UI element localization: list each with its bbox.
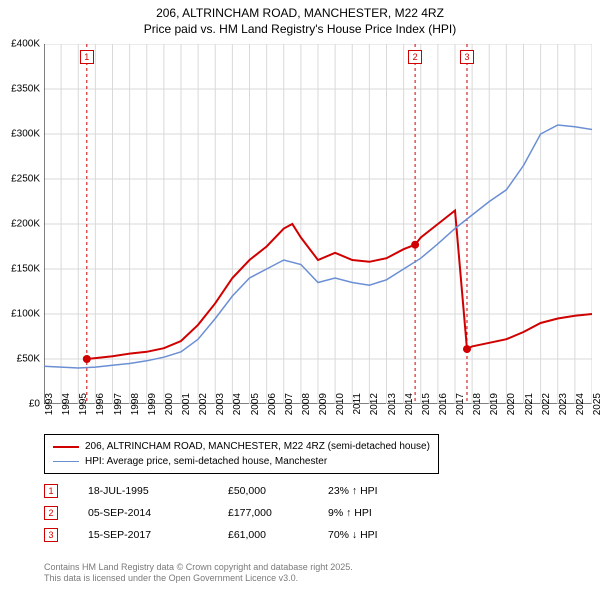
x-axis-label: 2007 bbox=[284, 393, 295, 423]
series-property bbox=[87, 211, 592, 360]
marker-delta: 23% ↑ HPI bbox=[328, 485, 448, 497]
chart-marker-box: 1 bbox=[80, 50, 94, 64]
x-axis-label: 2009 bbox=[318, 393, 329, 423]
x-axis-label: 2015 bbox=[421, 393, 432, 423]
marker-price: £177,000 bbox=[228, 507, 328, 519]
x-axis-label: 2016 bbox=[438, 393, 449, 423]
y-axis-label: £150K bbox=[4, 264, 40, 275]
y-axis-label: £200K bbox=[4, 219, 40, 230]
y-axis-label: £350K bbox=[4, 84, 40, 95]
data-point-marker bbox=[411, 241, 419, 249]
x-axis-label: 2003 bbox=[215, 393, 226, 423]
x-axis-label: 2010 bbox=[335, 393, 346, 423]
x-axis-label: 2001 bbox=[181, 393, 192, 423]
x-axis-label: 2024 bbox=[575, 393, 586, 423]
marker-table-row: 3 15-SEP-2017£61,00070% ↓ HPI bbox=[44, 524, 448, 546]
marker-date: 18-JUL-1995 bbox=[88, 485, 228, 497]
marker-id-box: 2 bbox=[44, 506, 58, 520]
marker-id-box: 1 bbox=[44, 484, 58, 498]
legend-label: HPI: Average price, semi-detached house,… bbox=[85, 454, 327, 469]
x-axis-label: 2006 bbox=[267, 393, 278, 423]
x-axis-label: 2014 bbox=[404, 393, 415, 423]
x-axis-label: 2025 bbox=[592, 393, 600, 423]
x-axis-label: 2012 bbox=[369, 393, 380, 423]
marker-table-row: 1 18-JUL-1995£50,00023% ↑ HPI bbox=[44, 480, 448, 502]
y-axis-label: £400K bbox=[4, 39, 40, 50]
chart-svg bbox=[44, 44, 592, 404]
legend-label: 206, ALTRINCHAM ROAD, MANCHESTER, M22 4R… bbox=[85, 439, 430, 454]
chart-title-line1: 206, ALTRINCHAM ROAD, MANCHESTER, M22 4R… bbox=[0, 6, 600, 22]
marker-table: 1 18-JUL-1995£50,00023% ↑ HPI 2 05-SEP-2014… bbox=[44, 480, 448, 546]
x-axis-label: 2002 bbox=[198, 393, 209, 423]
x-axis-label: 2011 bbox=[352, 393, 363, 423]
chart-title-line2: Price paid vs. HM Land Registry's House … bbox=[0, 22, 600, 38]
x-axis-label: 1996 bbox=[95, 393, 106, 423]
x-axis-label: 1993 bbox=[44, 393, 55, 423]
y-axis-label: £50K bbox=[4, 354, 40, 365]
x-axis-label: 2021 bbox=[524, 393, 535, 423]
marker-delta: 9% ↑ HPI bbox=[328, 507, 448, 519]
chart-title-block: 206, ALTRINCHAM ROAD, MANCHESTER, M22 4R… bbox=[0, 0, 600, 41]
x-axis-label: 2020 bbox=[506, 393, 517, 423]
x-axis-label: 1994 bbox=[61, 393, 72, 423]
footer-line1: Contains HM Land Registry data © Crown c… bbox=[44, 562, 353, 573]
x-axis-label: 1997 bbox=[113, 393, 124, 423]
data-point-marker bbox=[83, 355, 91, 363]
x-axis-label: 2017 bbox=[455, 393, 466, 423]
chart-marker-box: 3 bbox=[460, 50, 474, 64]
x-axis-label: 1998 bbox=[130, 393, 141, 423]
marker-table-row: 2 05-SEP-2014£177,0009% ↑ HPI bbox=[44, 502, 448, 524]
footer-attribution: Contains HM Land Registry data © Crown c… bbox=[44, 562, 353, 585]
x-axis-label: 2004 bbox=[232, 393, 243, 423]
marker-id-box: 3 bbox=[44, 528, 58, 542]
legend-swatch bbox=[53, 446, 79, 448]
marker-price: £50,000 bbox=[228, 485, 328, 497]
x-axis-label: 2013 bbox=[387, 393, 398, 423]
x-axis-label: 2023 bbox=[558, 393, 569, 423]
data-point-marker bbox=[463, 345, 471, 353]
x-axis-label: 2018 bbox=[472, 393, 483, 423]
legend-item: HPI: Average price, semi-detached house,… bbox=[53, 454, 430, 469]
x-axis-label: 2022 bbox=[541, 393, 552, 423]
y-axis-label: £100K bbox=[4, 309, 40, 320]
marker-date: 15-SEP-2017 bbox=[88, 529, 228, 541]
x-axis-label: 1995 bbox=[78, 393, 89, 423]
chart-marker-box: 2 bbox=[408, 50, 422, 64]
x-axis-label: 2019 bbox=[489, 393, 500, 423]
x-axis-label: 1999 bbox=[147, 393, 158, 423]
marker-date: 05-SEP-2014 bbox=[88, 507, 228, 519]
y-axis-label: £0 bbox=[4, 399, 40, 410]
y-axis-label: £300K bbox=[4, 129, 40, 140]
chart-area: £0£50K£100K£150K£200K£250K£300K£350K£400… bbox=[44, 44, 592, 404]
legend-swatch bbox=[53, 461, 79, 462]
footer-line2: This data is licensed under the Open Gov… bbox=[44, 573, 353, 584]
legend-item: 206, ALTRINCHAM ROAD, MANCHESTER, M22 4R… bbox=[53, 439, 430, 454]
x-axis-label: 2000 bbox=[164, 393, 175, 423]
marker-price: £61,000 bbox=[228, 529, 328, 541]
y-axis-label: £250K bbox=[4, 174, 40, 185]
legend: 206, ALTRINCHAM ROAD, MANCHESTER, M22 4R… bbox=[44, 434, 439, 474]
marker-delta: 70% ↓ HPI bbox=[328, 529, 448, 541]
x-axis-label: 2005 bbox=[250, 393, 261, 423]
x-axis-label: 2008 bbox=[301, 393, 312, 423]
